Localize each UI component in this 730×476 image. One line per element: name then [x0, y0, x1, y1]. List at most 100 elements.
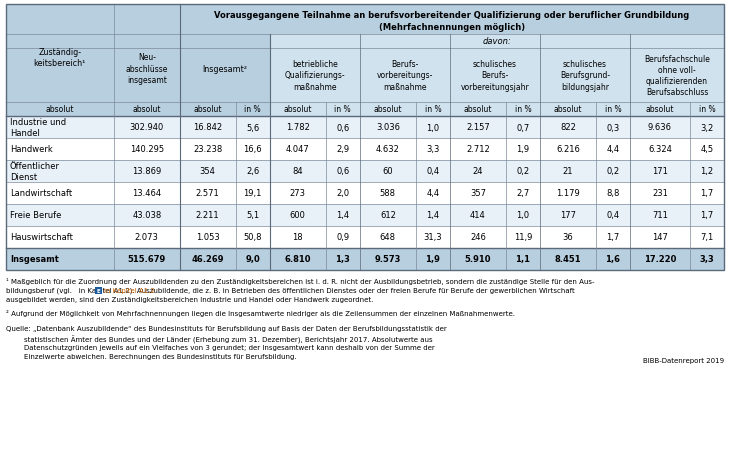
Bar — [6, 5, 724, 117]
Text: 4.047: 4.047 — [286, 145, 310, 154]
Text: 17.220: 17.220 — [644, 255, 676, 264]
Text: 2,9: 2,9 — [337, 145, 350, 154]
Text: 60: 60 — [383, 167, 393, 176]
Bar — [6, 161, 724, 183]
Text: E: E — [96, 288, 101, 293]
Text: 9.573: 9.573 — [374, 255, 401, 264]
Text: 9.636: 9.636 — [648, 123, 672, 132]
Text: 50,8: 50,8 — [244, 233, 262, 242]
Text: 711: 711 — [652, 211, 668, 220]
Text: in %: in % — [699, 105, 715, 114]
Text: 1,7: 1,7 — [700, 189, 713, 198]
Text: 2,6: 2,6 — [246, 167, 259, 176]
Text: in %: in % — [604, 105, 621, 114]
Text: 1,9: 1,9 — [516, 145, 529, 154]
Text: absolut: absolut — [464, 105, 492, 114]
Text: 147: 147 — [652, 233, 668, 242]
Text: 0,6: 0,6 — [337, 167, 350, 176]
Text: 4,4: 4,4 — [426, 189, 439, 198]
Text: 1,0: 1,0 — [516, 211, 529, 220]
Text: 7,1: 7,1 — [700, 233, 713, 242]
Text: 21: 21 — [563, 167, 573, 176]
Text: Neu-
abschlüsse
insgesamt: Neu- abschlüsse insgesamt — [126, 53, 168, 84]
Text: 3.036: 3.036 — [376, 123, 400, 132]
Text: ausgebildet werden, sind den Zuständigkeitsbereichen Industrie und Handel oder H: ausgebildet werden, sind den Zuständigke… — [6, 297, 373, 302]
Text: (Mehrfachnennungen möglich): (Mehrfachnennungen möglich) — [379, 23, 525, 32]
Text: 6.216: 6.216 — [556, 145, 580, 154]
Text: 19,1: 19,1 — [244, 189, 262, 198]
Text: 1,7: 1,7 — [700, 211, 713, 220]
Text: 5,6: 5,6 — [246, 123, 259, 132]
Text: 231: 231 — [652, 189, 668, 198]
Text: 648: 648 — [380, 233, 396, 242]
Text: ² Aufgrund der Möglichkeit von Mehrfachnennungen liegen die Insgesamtwerte niedr: ² Aufgrund der Möglichkeit von Mehrfachn… — [6, 310, 515, 317]
Text: 1,3: 1,3 — [335, 255, 350, 264]
Text: 11,9: 11,9 — [514, 233, 532, 242]
Text: 1.782: 1.782 — [286, 123, 310, 132]
Text: Insgesamt: Insgesamt — [10, 255, 59, 264]
Text: 1.053: 1.053 — [196, 233, 220, 242]
Text: 0,4: 0,4 — [607, 211, 620, 220]
Bar — [270, 35, 724, 117]
Text: 3,3: 3,3 — [699, 255, 714, 264]
Text: 18: 18 — [293, 233, 303, 242]
Text: 1.179: 1.179 — [556, 189, 580, 198]
Text: 246: 246 — [470, 233, 486, 242]
Text: Freie Berufe: Freie Berufe — [10, 211, 61, 220]
Text: 354: 354 — [200, 167, 215, 176]
Text: in %: in % — [425, 105, 441, 114]
Text: absolut: absolut — [646, 105, 675, 114]
Text: 177: 177 — [560, 211, 576, 220]
Text: 302.940: 302.940 — [130, 123, 164, 132]
Text: 273: 273 — [290, 189, 306, 198]
Text: 16,6: 16,6 — [243, 145, 262, 154]
Text: 1,4: 1,4 — [426, 211, 439, 220]
Text: 515.679: 515.679 — [128, 255, 166, 264]
Text: 2.073: 2.073 — [135, 233, 158, 242]
Text: 5,1: 5,1 — [246, 211, 259, 220]
Text: Vorausgegangene Teilnahme an berufsvorbereitender Qualifizierung oder berufliche: Vorausgegangene Teilnahme an berufsvorbe… — [215, 11, 690, 20]
Text: 31,3: 31,3 — [423, 233, 442, 242]
Text: BIBB-Datenreport 2019: BIBB-Datenreport 2019 — [643, 358, 724, 364]
Text: 357: 357 — [470, 189, 486, 198]
Text: schulisches
Berufsgrund-
bildungsjahr: schulisches Berufsgrund- bildungsjahr — [560, 60, 610, 91]
Text: 0,4: 0,4 — [426, 167, 439, 176]
Text: 600: 600 — [290, 211, 306, 220]
Text: Zuständig-
keitsbereich¹: Zuständig- keitsbereich¹ — [34, 48, 86, 68]
Text: 8.451: 8.451 — [555, 255, 581, 264]
Text: 0,9: 0,9 — [337, 233, 350, 242]
Text: 2.157: 2.157 — [466, 123, 490, 132]
Text: absolut: absolut — [46, 105, 74, 114]
Bar — [6, 183, 724, 205]
Text: Industrie und
Handel: Industrie und Handel — [10, 118, 66, 138]
Text: 414: 414 — [470, 211, 485, 220]
Text: 4.632: 4.632 — [376, 145, 400, 154]
Text: 4,4: 4,4 — [607, 145, 620, 154]
Text: Datenschutzgründen jeweils auf ein Vielfaches von 3 gerundet; der Insgesamtwert : Datenschutzgründen jeweils auf ein Vielf… — [6, 344, 435, 350]
Bar — [95, 288, 102, 294]
Bar — [6, 5, 724, 270]
Text: statistischen Ämter des Bundes und der Länder (Erhebung zum 31. Dezember), Beric: statistischen Ämter des Bundes und der L… — [6, 335, 433, 343]
Text: 3,2: 3,2 — [700, 123, 713, 132]
Text: in %: in % — [515, 105, 531, 114]
Text: 1,9: 1,9 — [426, 255, 440, 264]
Text: 2.571: 2.571 — [196, 189, 220, 198]
Text: 1,0: 1,0 — [426, 123, 439, 132]
Text: 0,2: 0,2 — [516, 167, 529, 176]
Text: absolut: absolut — [554, 105, 583, 114]
Text: absolut: absolut — [374, 105, 402, 114]
Text: davon:: davon: — [483, 38, 511, 46]
Text: 822: 822 — [560, 123, 576, 132]
Text: ¹ Maßgeblich für die Zuordnung der Auszubildenden zu den Zuständigkeitsbereichen: ¹ Maßgeblich für die Zuordnung der Auszu… — [6, 278, 594, 284]
Text: 2,7: 2,7 — [516, 189, 529, 198]
Text: 23.238: 23.238 — [193, 145, 223, 154]
Text: 3,3: 3,3 — [426, 145, 439, 154]
Bar — [6, 227, 724, 248]
Text: Öffentlicher
Dienst: Öffentlicher Dienst — [10, 162, 60, 182]
Bar — [6, 248, 724, 270]
Text: Berufsfachschule
ohne voll-
qualifizierenden
Berufsabschluss: Berufsfachschule ohne voll- qualifiziere… — [644, 55, 710, 97]
Text: 1,4: 1,4 — [337, 211, 350, 220]
Text: 13.869: 13.869 — [132, 167, 161, 176]
Text: Landwirtschaft: Landwirtschaft — [10, 189, 72, 198]
Text: 9,0: 9,0 — [245, 255, 260, 264]
